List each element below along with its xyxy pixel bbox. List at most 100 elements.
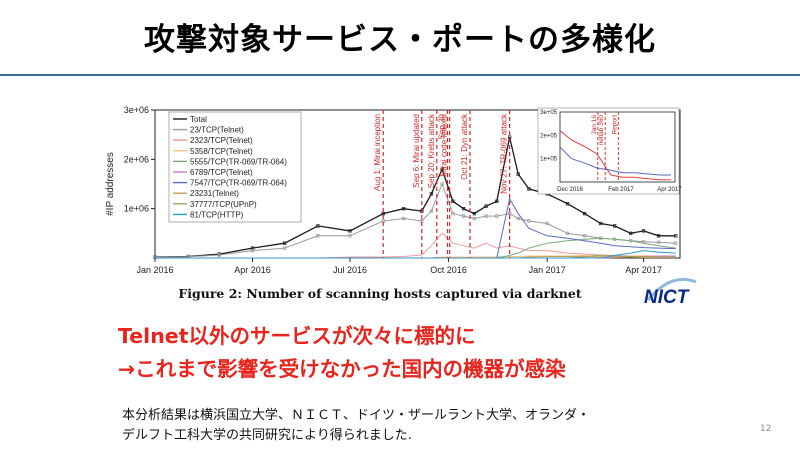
legend-label-6: 7547/TCP(TR-069/TR-064) bbox=[190, 179, 287, 188]
inset-x-tick-2: Apr 2017 bbox=[657, 187, 682, 193]
series-point-0-16 bbox=[495, 199, 499, 203]
event-label-2: Sep 20: Krebs attack bbox=[427, 113, 436, 188]
event-label-3: Sep 30 bbox=[438, 113, 447, 139]
series-point-0-4 bbox=[282, 241, 287, 245]
series-point-1-5 bbox=[316, 234, 320, 238]
series-point-1-19 bbox=[527, 219, 531, 223]
series-point-1-3 bbox=[250, 248, 255, 253]
legend-label-1: 23/TCP(Telnet) bbox=[190, 126, 244, 135]
series-point-1-2 bbox=[217, 253, 221, 257]
series-point-1-11 bbox=[440, 182, 444, 186]
x-tick-label-2: Jul 2016 bbox=[333, 265, 367, 275]
event-label-6: Nov 27: TR-069 attack bbox=[500, 113, 509, 194]
series-point-1-4 bbox=[282, 246, 287, 250]
series-point-0-27 bbox=[656, 234, 661, 238]
chart-series bbox=[153, 135, 678, 259]
x-tick-label-4: Jan 2017 bbox=[529, 265, 566, 275]
research-note-line-2: デルフト工科大学の共同研究により得られました. bbox=[122, 428, 412, 443]
y-tick-label-2: 3e+06 bbox=[124, 105, 149, 115]
scanning-hosts-chart: Aug 1: Mirai inception Sep 6: Mirai updat… bbox=[100, 96, 700, 311]
series-point-1-21 bbox=[565, 231, 570, 235]
series-point-0-5 bbox=[316, 224, 320, 228]
inset-series-0 bbox=[559, 130, 671, 181]
series-point-0-22 bbox=[582, 211, 587, 216]
x-tick-label-1: Apr 2016 bbox=[234, 265, 271, 275]
series-point-1-14 bbox=[472, 216, 476, 221]
legend-label-5: 6789/TCP(Telnet) bbox=[190, 168, 253, 177]
series-point-0-18 bbox=[516, 172, 520, 176]
inset-plot-area bbox=[559, 111, 676, 183]
series-point-1-10 bbox=[429, 209, 434, 213]
inset-y-tick-2: 3e+05 bbox=[540, 110, 558, 116]
slide-title: 攻撃対象サービス・ポートの多様化 bbox=[144, 22, 656, 58]
event-label-4: Mirai code leaked bbox=[440, 114, 449, 177]
x-tick-label-3: Oct 2016 bbox=[430, 265, 467, 275]
series-point-0-14 bbox=[472, 211, 476, 216]
series-point-0-12 bbox=[451, 199, 455, 203]
series-point-1-16 bbox=[495, 214, 499, 218]
research-note-line-1: 本分析結果は横浜国立大学、ＮＩＣＴ、ドイツ・ザールラント大学、オランダ・ bbox=[122, 408, 591, 423]
inset-x-tick-0: Dec 2016 bbox=[557, 187, 583, 193]
series-point-0-7 bbox=[381, 211, 385, 216]
event-label-1: Sep 6: Mirai updated bbox=[412, 114, 421, 188]
series-point-0-6 bbox=[348, 229, 352, 233]
inset-event-label-0: Jan 16 bbox=[591, 115, 598, 135]
y-tick-label-1: 2e+06 bbox=[124, 154, 149, 164]
inset-series-1 bbox=[559, 146, 671, 176]
series-point-0-28 bbox=[674, 234, 678, 238]
series-point-0-11 bbox=[440, 167, 444, 171]
series-point-1-6 bbox=[348, 234, 352, 238]
series-point-0-23 bbox=[599, 221, 603, 226]
series-line-0 bbox=[154, 136, 676, 258]
nict-logo: NICT bbox=[640, 270, 702, 308]
series-point-0-26 bbox=[641, 229, 646, 233]
figure-caption: Figure 2: Number of scanning hosts captu… bbox=[178, 286, 582, 301]
x-tick-label-0: Jan 2016 bbox=[136, 265, 173, 275]
inset-x-tick-1: Feb 2017 bbox=[608, 187, 634, 193]
series-point-0-10 bbox=[429, 192, 434, 196]
series-point-1-27 bbox=[656, 240, 661, 244]
series-point-1-28 bbox=[674, 241, 678, 245]
chart-axes: 1e+06 2e+06 3e+06 Jan 2016 Apr 2016 Jul 2016 O… bbox=[105, 105, 662, 275]
series-point-1-8 bbox=[401, 216, 406, 221]
event-lines: Aug 1: Mirai inception Sep 6: Mirai updat… bbox=[373, 110, 511, 258]
legend-label-9: 81/TCP(HTTP) bbox=[190, 210, 244, 219]
series-point-1-18 bbox=[516, 216, 520, 221]
series-point-0-13 bbox=[461, 207, 466, 211]
legend-label-3: 5358/TCP(Telnet) bbox=[190, 147, 253, 156]
series-point-0-15 bbox=[484, 204, 488, 208]
legend-box bbox=[168, 111, 302, 223]
series-line-9 bbox=[155, 250, 676, 259]
series-point-1-13 bbox=[461, 214, 466, 218]
series-point-1-22 bbox=[582, 234, 587, 238]
logo-text: NICT bbox=[644, 287, 690, 308]
page-number: 12 bbox=[760, 424, 772, 434]
title-divider bbox=[0, 74, 800, 76]
series-point-0-19 bbox=[527, 187, 531, 191]
series-point-0-24 bbox=[612, 224, 617, 228]
chart-svg: Aug 1: Mirai inception Sep 6: Mirai updat… bbox=[105, 105, 682, 275]
series-point-1-15 bbox=[484, 214, 488, 218]
y-tick-label-0: 1e+06 bbox=[124, 204, 149, 214]
series-point-1-20 bbox=[545, 221, 549, 226]
legend-label-2: 2323/TCP(Telnet) bbox=[190, 136, 253, 145]
inset-chart: Jan 16 netlab 360 Report 1e+05 2e+05 3e+05 Dec… bbox=[537, 107, 682, 195]
series-point-1-17 bbox=[507, 211, 512, 216]
legend-label-8: 37777/TCP(UPnP) bbox=[190, 200, 257, 209]
series-point-0-21 bbox=[565, 202, 570, 206]
event-label-5: Oct 21: Dyn attack bbox=[460, 113, 469, 180]
nict-logo-mark: NICT bbox=[644, 277, 697, 308]
inset-event-label-1: netlab 360 bbox=[598, 115, 605, 146]
legend-label-7: 23231(Telnet) bbox=[190, 189, 239, 198]
inset-event-label-2: Report bbox=[611, 115, 618, 135]
legend-label-4: 5555/TCP(TR-069/TR-064) bbox=[190, 157, 287, 166]
x-tick-label-5: Apr 2017 bbox=[625, 265, 662, 275]
inset-y-tick-1: 2e+05 bbox=[540, 133, 558, 139]
series-point-0-8 bbox=[401, 207, 406, 211]
headline-line-2: →これまで影響を受けなかった国内の機器が感染 bbox=[118, 357, 566, 381]
y-axis-label: #IP addresses bbox=[105, 152, 116, 216]
series-point-1-12 bbox=[451, 211, 455, 216]
series-point-0-25 bbox=[629, 231, 633, 235]
chart-legend: Total 23/TCP(Telnet)2323/TCP(Telnet) 5358/… bbox=[168, 111, 302, 223]
headline-line-1: Telnet以外のサービスが次々に標的に bbox=[118, 324, 476, 348]
